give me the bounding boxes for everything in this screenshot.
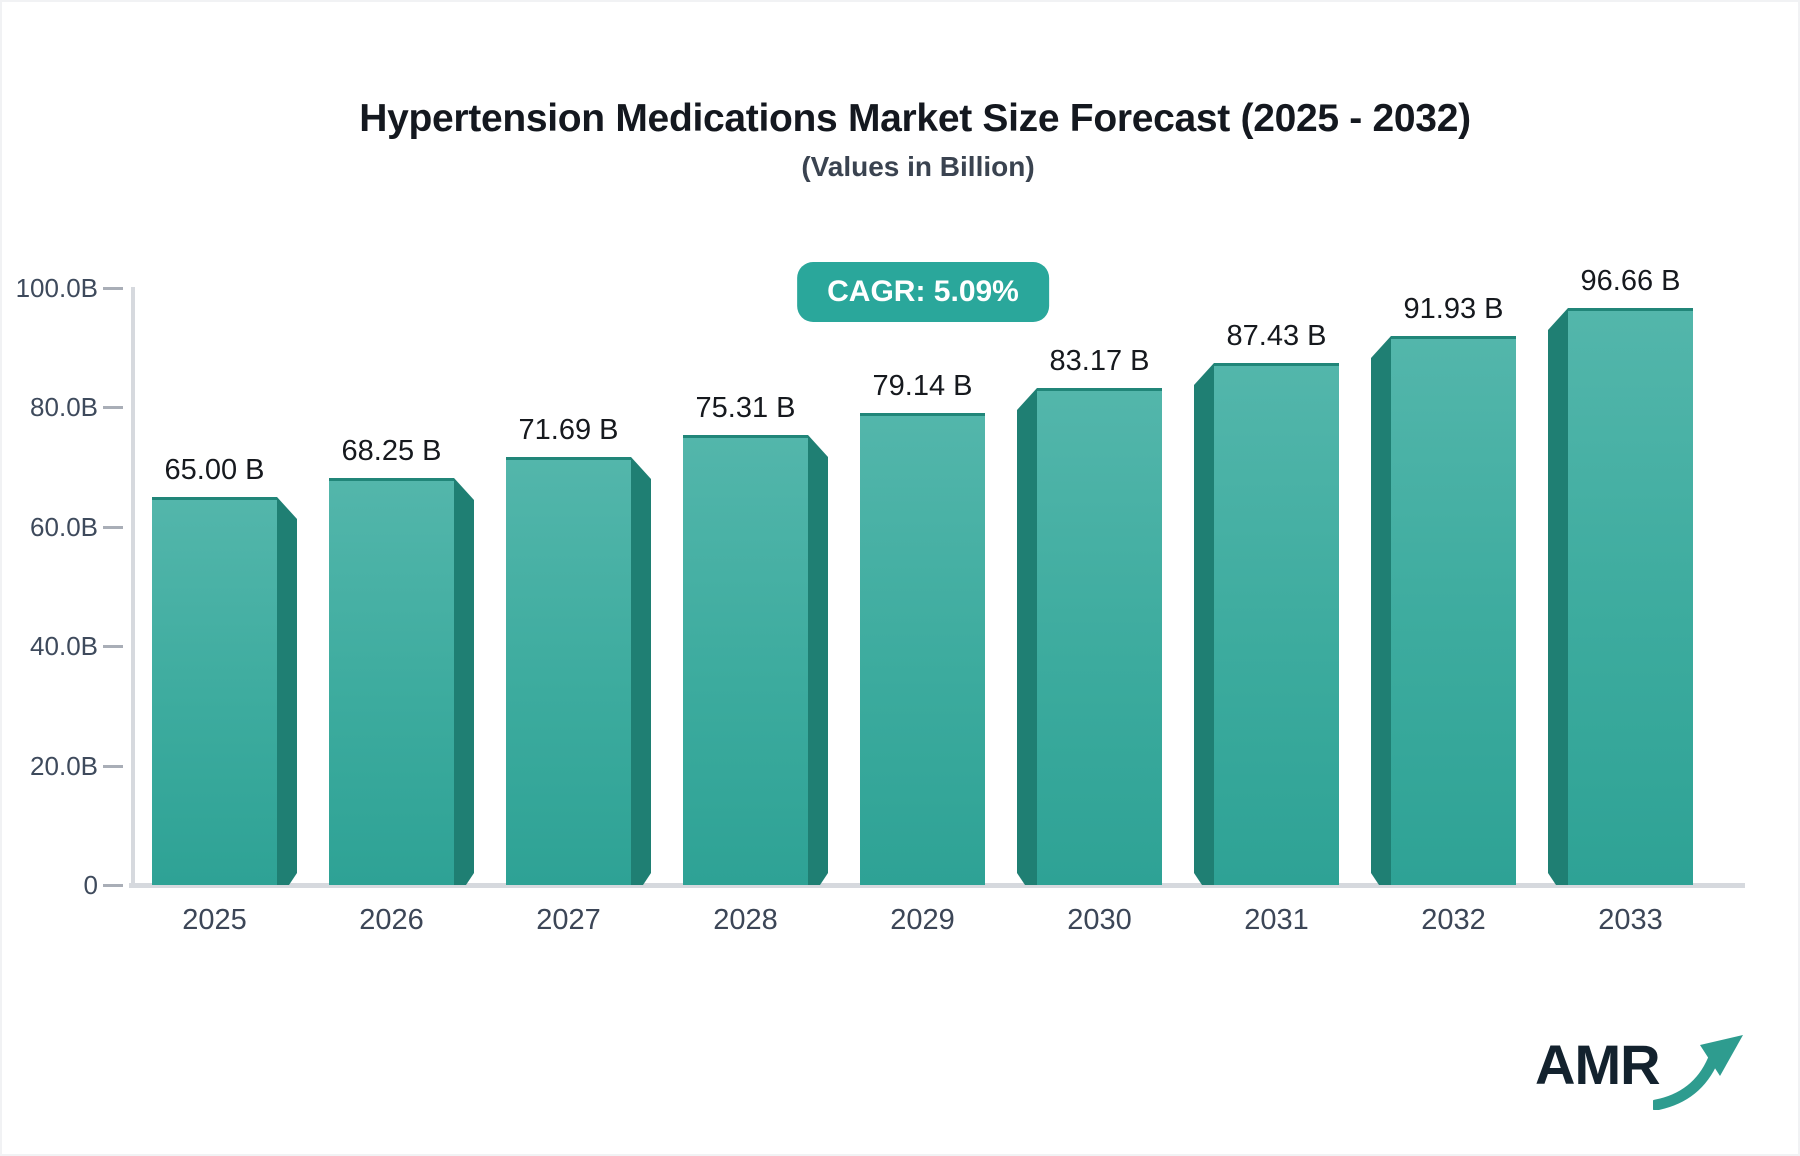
bar-side-shadow	[808, 435, 828, 885]
y-tick-label: 100.0B	[15, 273, 98, 303]
cagr-badge: CAGR: 5.09%	[797, 262, 1049, 322]
y-tick-label: 0	[83, 870, 98, 900]
bar-2029	[860, 413, 985, 885]
y-tick-label: 20.0B	[30, 750, 98, 781]
bar-side-shadow	[631, 457, 651, 885]
bar-side-shadow	[1017, 388, 1037, 885]
bar-side-shadow	[1548, 308, 1568, 885]
bar-2031	[1214, 363, 1339, 885]
bar-side-shadow	[277, 497, 297, 885]
chart-title: Hypertension Medications Market Size For…	[359, 97, 1471, 140]
bar-value-label: 96.66 B	[1580, 265, 1681, 297]
bar-value-label: 68.25 B	[341, 435, 442, 467]
bar-side-shadow	[1194, 363, 1214, 885]
bar-2027	[506, 457, 631, 885]
x-tick-label: 2027	[536, 904, 601, 936]
bar-2030	[1037, 388, 1162, 885]
x-axis-line	[129, 883, 1745, 888]
x-tick-label: 2033	[1598, 904, 1663, 936]
y-tick-mark	[103, 884, 123, 887]
y-tick-label: 80.0B	[30, 392, 98, 423]
bar-value-label: 65.00 B	[164, 454, 265, 486]
amr-logo: AMR	[1535, 1032, 1745, 1112]
bar-value-label: 87.43 B	[1226, 320, 1327, 352]
bar-side-shadow	[1371, 336, 1391, 885]
y-tick-label: 40.0B	[30, 631, 98, 662]
bar-2033	[1568, 308, 1693, 885]
bar-2032	[1391, 336, 1516, 885]
x-tick-label: 2030	[1067, 904, 1132, 936]
bar-2028	[683, 435, 808, 885]
y-tick-label: 60.0B	[30, 511, 98, 542]
y-tick-mark	[103, 287, 123, 290]
bar-2026	[329, 478, 454, 885]
y-tick-mark	[103, 525, 123, 529]
x-tick-label: 2032	[1421, 904, 1486, 936]
x-tick-label: 2026	[359, 904, 424, 936]
x-tick-label: 2028	[713, 904, 778, 936]
amr-logo-text: AMR	[1535, 1033, 1661, 1096]
x-tick-label: 2025	[182, 904, 247, 936]
y-axis-line	[131, 287, 135, 887]
y-tick-mark	[103, 645, 123, 649]
bar-side-shadow	[454, 478, 474, 885]
bar-value-label: 71.69 B	[518, 414, 619, 446]
growth-arrow-icon	[1653, 1035, 1743, 1110]
bar-value-label: 79.14 B	[872, 370, 973, 402]
x-tick-label: 2031	[1244, 904, 1309, 936]
y-tick-mark	[103, 764, 123, 768]
x-tick-label: 2029	[890, 904, 955, 936]
chart-subtitle: (Values in Billion)	[801, 151, 1035, 182]
bar-value-label: 75.31 B	[695, 392, 796, 424]
y-tick-mark	[103, 406, 123, 410]
bar-value-label: 83.17 B	[1049, 345, 1150, 377]
bar-2025	[152, 497, 277, 885]
bar-value-label: 91.93 B	[1403, 293, 1504, 325]
